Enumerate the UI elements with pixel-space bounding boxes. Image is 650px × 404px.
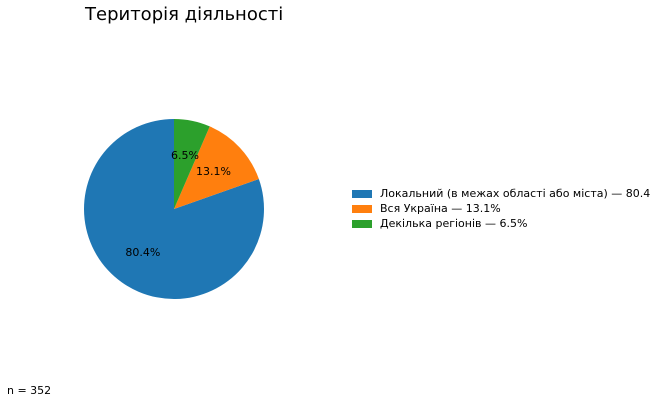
chart-title: Територія діяльності	[84, 4, 283, 25]
slice-label: 80.4%	[125, 246, 160, 259]
note: n = 352	[7, 384, 51, 397]
slice-label: 6.5%	[171, 149, 199, 162]
legend-swatch	[352, 190, 372, 198]
pie-slice	[84, 119, 264, 300]
legend-swatch	[352, 220, 372, 228]
legend-label: Локальний (в межах області або міста) — …	[380, 187, 650, 200]
slice-label: 13.1%	[196, 165, 231, 178]
legend-swatch	[352, 205, 372, 213]
pie-slice	[174, 126, 259, 209]
legend-label: Вся Україна — 13.1%	[380, 202, 501, 215]
pie-slice	[174, 119, 210, 209]
legend-label: Декілька регіонів — 6.5%	[380, 217, 527, 230]
